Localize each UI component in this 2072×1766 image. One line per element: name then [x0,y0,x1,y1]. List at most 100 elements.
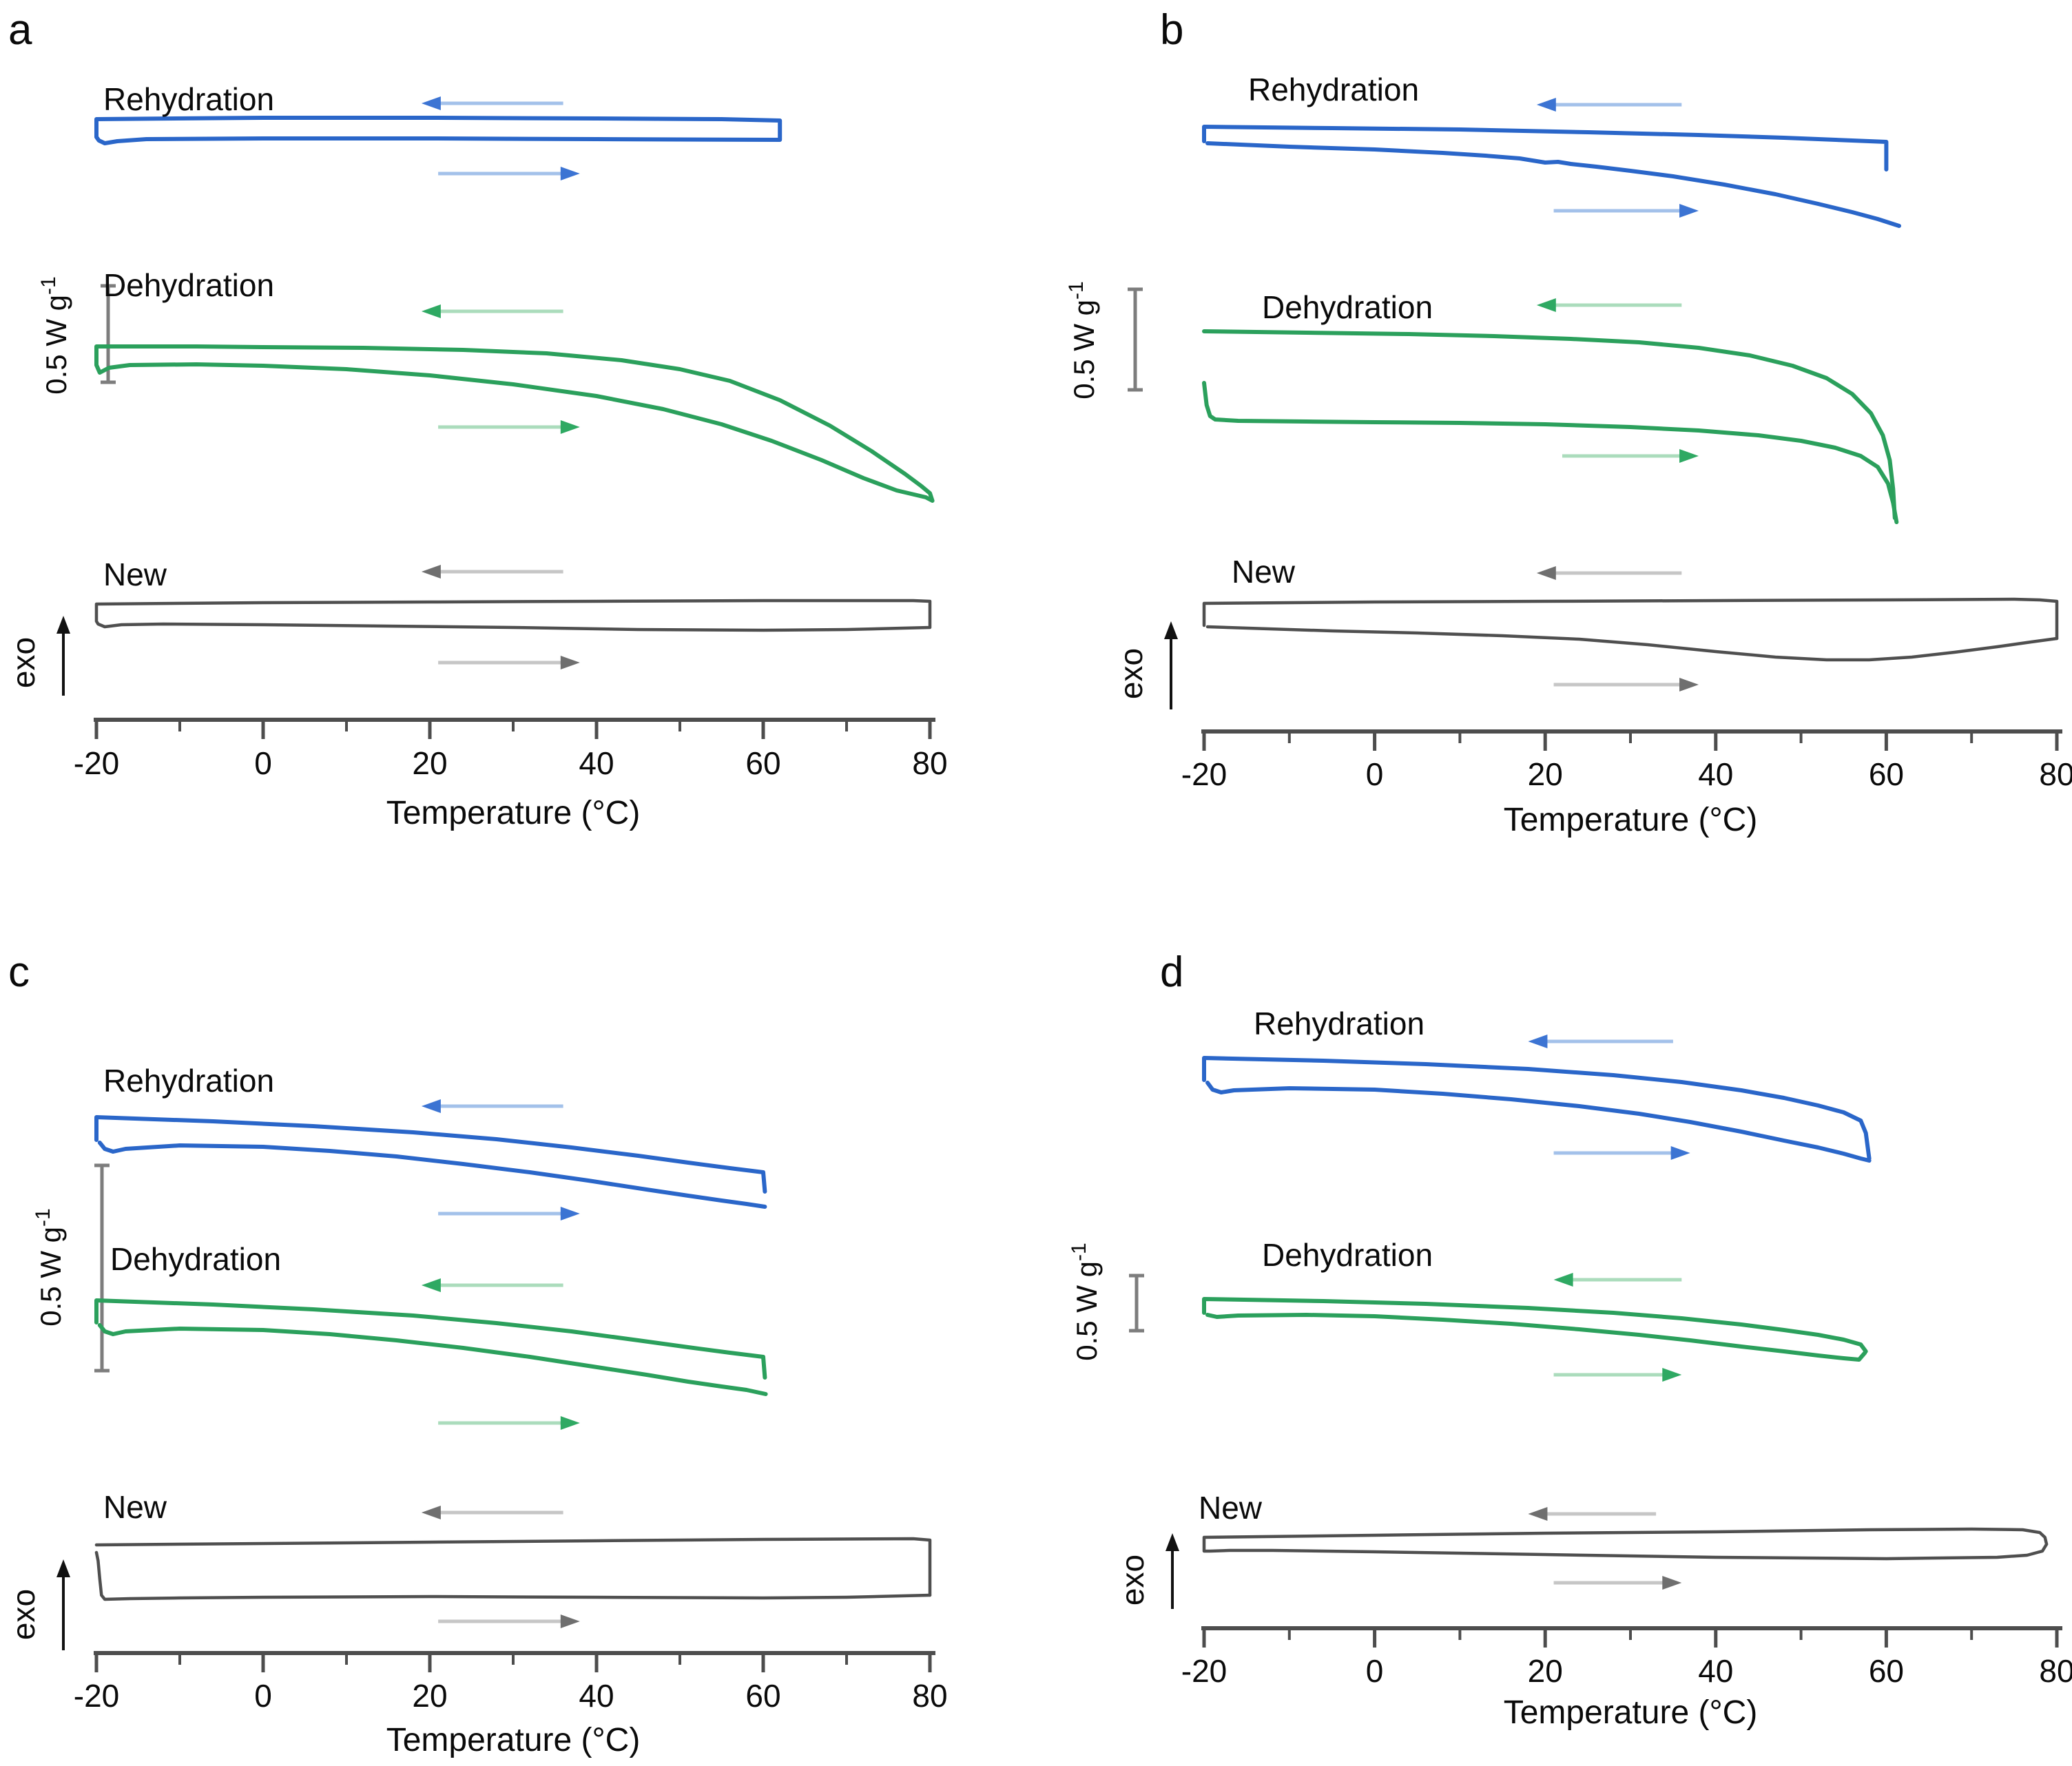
panel-c: c -20 0 20 40 60 80 Temperature (°C) exo 0.5 W g-… [6,948,948,1758]
exo-arrow-up-icon [56,1559,70,1577]
new-label: New [1232,554,1296,590]
dehydration-label: Dehydration [110,1241,281,1277]
dehydration-curve [97,1323,768,1396]
new-curve [94,1537,932,1597]
new-cooling-arrowhead-icon [421,565,441,579]
dehydration-curve [94,1298,767,1380]
exo-label: exo [6,637,41,688]
exo-label: exo [1113,648,1149,699]
rehydration-curve [1205,141,1901,228]
rehydration-cooling-arrowhead-icon [1528,1035,1548,1048]
rehydration-label: Rehydration [103,1063,274,1099]
new-label: New [103,1489,167,1525]
panel-b: b -20 0 20 40 60 80 Temperature (°C) exo 0.5 W g-… [1065,6,2072,838]
exo-arrow-up-icon [1164,621,1178,639]
dehydration-label: Dehydration [103,267,274,303]
x-tick-label: 20 [1528,1653,1563,1689]
x-tick-label: 60 [1869,756,1904,792]
x-tick-label: 20 [412,745,447,781]
new-heating-arrowhead-icon [560,1614,580,1628]
dehydration-curve [94,344,935,503]
rehydration-cooling-arrowhead-icon [421,96,441,110]
x-tick-label: 80 [2039,1653,2072,1689]
rehydration-curve [1205,1081,1872,1163]
exo-label: exo [6,1589,41,1640]
panel-letter-b: b [1160,6,1183,54]
x-tick-label: 0 [254,1678,272,1714]
rehydration-heating-arrowhead-icon [1679,204,1699,218]
dehydration-cooling-arrowhead-icon [421,1278,441,1292]
new-curve [1202,597,2059,641]
x-tick-label: 0 [254,745,272,781]
x-tick-label: 60 [745,745,780,781]
new-cooling-arrowhead-icon [1536,566,1556,580]
new-heating-arrowhead-icon [560,656,580,669]
dehydration-label: Dehydration [1262,289,1433,325]
dehydration-cooling-arrowhead-icon [421,304,441,318]
rehydration-label: Rehydration [103,81,274,117]
x-tick-label: 80 [912,1678,947,1714]
x-tick-label: 40 [579,1678,614,1714]
x-tick-label: -20 [1181,756,1227,792]
x-axis-title: Temperature (°C) [386,1722,641,1758]
rehydration-curve [97,1141,767,1209]
rehydration-cooling-arrowhead-icon [421,1099,441,1113]
x-tick-label: -20 [74,745,119,781]
x-tick-label: -20 [74,1678,119,1714]
x-tick-label: 60 [1869,1653,1904,1689]
new-curve [1202,1527,2049,1561]
new-label: New [103,557,167,592]
x-tick-label: -20 [1181,1653,1227,1689]
dehydration-heating-arrowhead-icon [1679,449,1699,463]
panel-letter-d: d [1160,948,1183,996]
x-tick-label: 0 [1366,1653,1384,1689]
new-curve [94,1550,932,1601]
exo-arrow-up-icon [1166,1533,1179,1551]
rehydration-heating-arrowhead-icon [1670,1146,1690,1160]
new-label: New [1199,1490,1263,1526]
x-tick-label: 80 [2039,756,2072,792]
scalebar-label: 0.5 W g-1 [32,1208,67,1326]
exo-label: exo [1115,1555,1150,1606]
x-tick-label: 40 [579,745,614,781]
new-curve [1205,625,2059,662]
x-tick-label: 20 [1528,756,1563,792]
x-axis-title: Temperature (°C) [1504,802,1758,838]
scalebar-label: 0.5 W g-1 [1068,1243,1103,1360]
rehydration-heating-arrowhead-icon [560,1207,580,1220]
scalebar-label: 0.5 W g-1 [1065,281,1100,399]
new-cooling-arrowhead-icon [1528,1507,1548,1521]
dehydration-curve [1205,1313,1867,1362]
exo-arrow-up-icon [56,616,70,634]
rehydration-curve [94,116,783,145]
dehydration-heating-arrowhead-icon [1662,1368,1682,1382]
scalebar-label: 0.5 W g-1 [37,276,72,394]
x-tick-label: 0 [1366,756,1384,792]
new-curve [94,599,932,632]
rehydration-curve [1202,125,1889,172]
dehydration-label: Dehydration [1262,1237,1433,1273]
new-heating-arrowhead-icon [1662,1576,1682,1590]
panel-a: a -20 0 20 40 60 80 Temperature (°C) exo 0.5 W g-… [6,6,948,831]
rehydration-label: Rehydration [1254,1006,1424,1041]
x-tick-label: 80 [912,745,947,781]
x-tick-label: 60 [745,1678,780,1714]
rehydration-heating-arrowhead-icon [560,167,580,180]
panel-letter-c: c [8,948,30,996]
x-axis-title: Temperature (°C) [1504,1694,1758,1731]
new-heating-arrowhead-icon [1679,678,1699,692]
dehydration-cooling-arrowhead-icon [1553,1273,1573,1287]
dehydration-curve [1202,381,1899,524]
panel-d: d -20 0 20 40 60 80 Temperature (°C) exo 0.5 W g-… [1068,948,2072,1731]
x-tick-label: 40 [1698,756,1733,792]
rehydration-curve [94,1115,767,1194]
panel-letter-a: a [8,6,32,54]
dehydration-heating-arrowhead-icon [560,420,580,434]
x-axis-title: Temperature (°C) [386,795,641,831]
dehydration-curve [1202,1297,1868,1353]
new-cooling-arrowhead-icon [421,1506,441,1519]
x-tick-label: 40 [1698,1653,1733,1689]
dehydration-cooling-arrowhead-icon [1536,298,1556,312]
